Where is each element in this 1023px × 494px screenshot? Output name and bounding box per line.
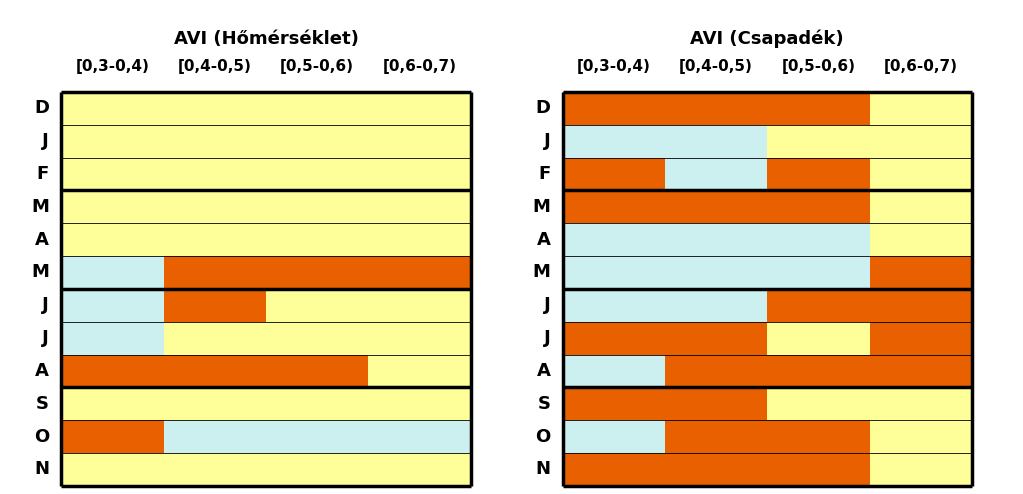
Bar <box>563 256 870 289</box>
Bar <box>563 355 665 387</box>
Text: J: J <box>42 132 49 150</box>
Bar <box>563 387 767 420</box>
Text: A: A <box>536 362 550 380</box>
Text: J: J <box>543 132 550 150</box>
Text: A: A <box>35 362 49 380</box>
Text: F: F <box>37 165 49 183</box>
Bar <box>563 453 870 486</box>
Bar <box>61 125 471 158</box>
Text: [0,4-0,5): [0,4-0,5) <box>679 59 753 74</box>
Text: D: D <box>535 99 550 118</box>
Text: AVI (Csapadék): AVI (Csapadék) <box>691 29 844 47</box>
Bar <box>870 256 972 289</box>
Text: [0,3-0,4): [0,3-0,4) <box>76 59 149 74</box>
Bar <box>61 355 368 387</box>
Text: O: O <box>535 427 550 446</box>
Text: O: O <box>34 427 49 446</box>
Text: M: M <box>533 198 550 216</box>
Bar <box>563 223 870 256</box>
Bar <box>61 453 471 486</box>
Text: [0,5-0,6): [0,5-0,6) <box>782 59 855 74</box>
Bar <box>164 289 266 322</box>
Text: N: N <box>535 460 550 478</box>
Text: [0,4-0,5): [0,4-0,5) <box>178 59 252 74</box>
Bar <box>61 223 471 256</box>
Bar <box>767 322 870 355</box>
Text: [0,6-0,7): [0,6-0,7) <box>884 59 958 74</box>
Text: S: S <box>36 395 49 412</box>
Text: N: N <box>34 460 49 478</box>
Bar <box>665 420 870 453</box>
Text: A: A <box>35 231 49 248</box>
Bar <box>665 355 972 387</box>
Text: M: M <box>533 263 550 282</box>
Text: J: J <box>543 296 550 314</box>
Bar <box>563 190 870 223</box>
Bar <box>61 158 471 190</box>
Bar <box>266 289 471 322</box>
Bar <box>767 125 972 158</box>
Bar <box>870 158 972 190</box>
Text: D: D <box>34 99 49 118</box>
Bar <box>665 158 767 190</box>
Text: M: M <box>32 263 49 282</box>
Bar <box>61 92 471 486</box>
Text: AVI (Hőmérséklet): AVI (Hőmérséklet) <box>174 30 358 47</box>
Text: M: M <box>32 198 49 216</box>
Text: [0,3-0,4): [0,3-0,4) <box>577 59 651 74</box>
Bar <box>767 289 972 322</box>
Bar <box>61 289 164 322</box>
Bar <box>563 158 665 190</box>
Bar <box>870 223 972 256</box>
Text: J: J <box>42 296 49 314</box>
Bar <box>767 387 972 420</box>
Bar <box>563 420 665 453</box>
Bar <box>61 256 164 289</box>
Bar <box>563 92 870 125</box>
Bar <box>164 420 471 453</box>
Text: J: J <box>42 329 49 347</box>
Text: S: S <box>537 395 550 412</box>
Text: A: A <box>536 231 550 248</box>
Bar <box>164 322 471 355</box>
Bar <box>61 190 471 223</box>
Bar <box>563 125 767 158</box>
Text: [0,5-0,6): [0,5-0,6) <box>280 59 354 74</box>
Text: [0,6-0,7): [0,6-0,7) <box>383 59 456 74</box>
Bar <box>870 190 972 223</box>
Bar <box>870 453 972 486</box>
Bar <box>61 420 164 453</box>
Bar <box>368 355 471 387</box>
Bar <box>563 322 767 355</box>
Bar <box>61 387 471 420</box>
Text: F: F <box>538 165 550 183</box>
Bar <box>563 289 767 322</box>
Bar <box>870 322 972 355</box>
Bar <box>563 92 972 486</box>
Text: J: J <box>543 329 550 347</box>
Bar <box>61 322 164 355</box>
Bar <box>164 256 471 289</box>
Bar <box>870 420 972 453</box>
Bar <box>61 92 471 125</box>
Bar <box>870 92 972 125</box>
Bar <box>767 158 870 190</box>
